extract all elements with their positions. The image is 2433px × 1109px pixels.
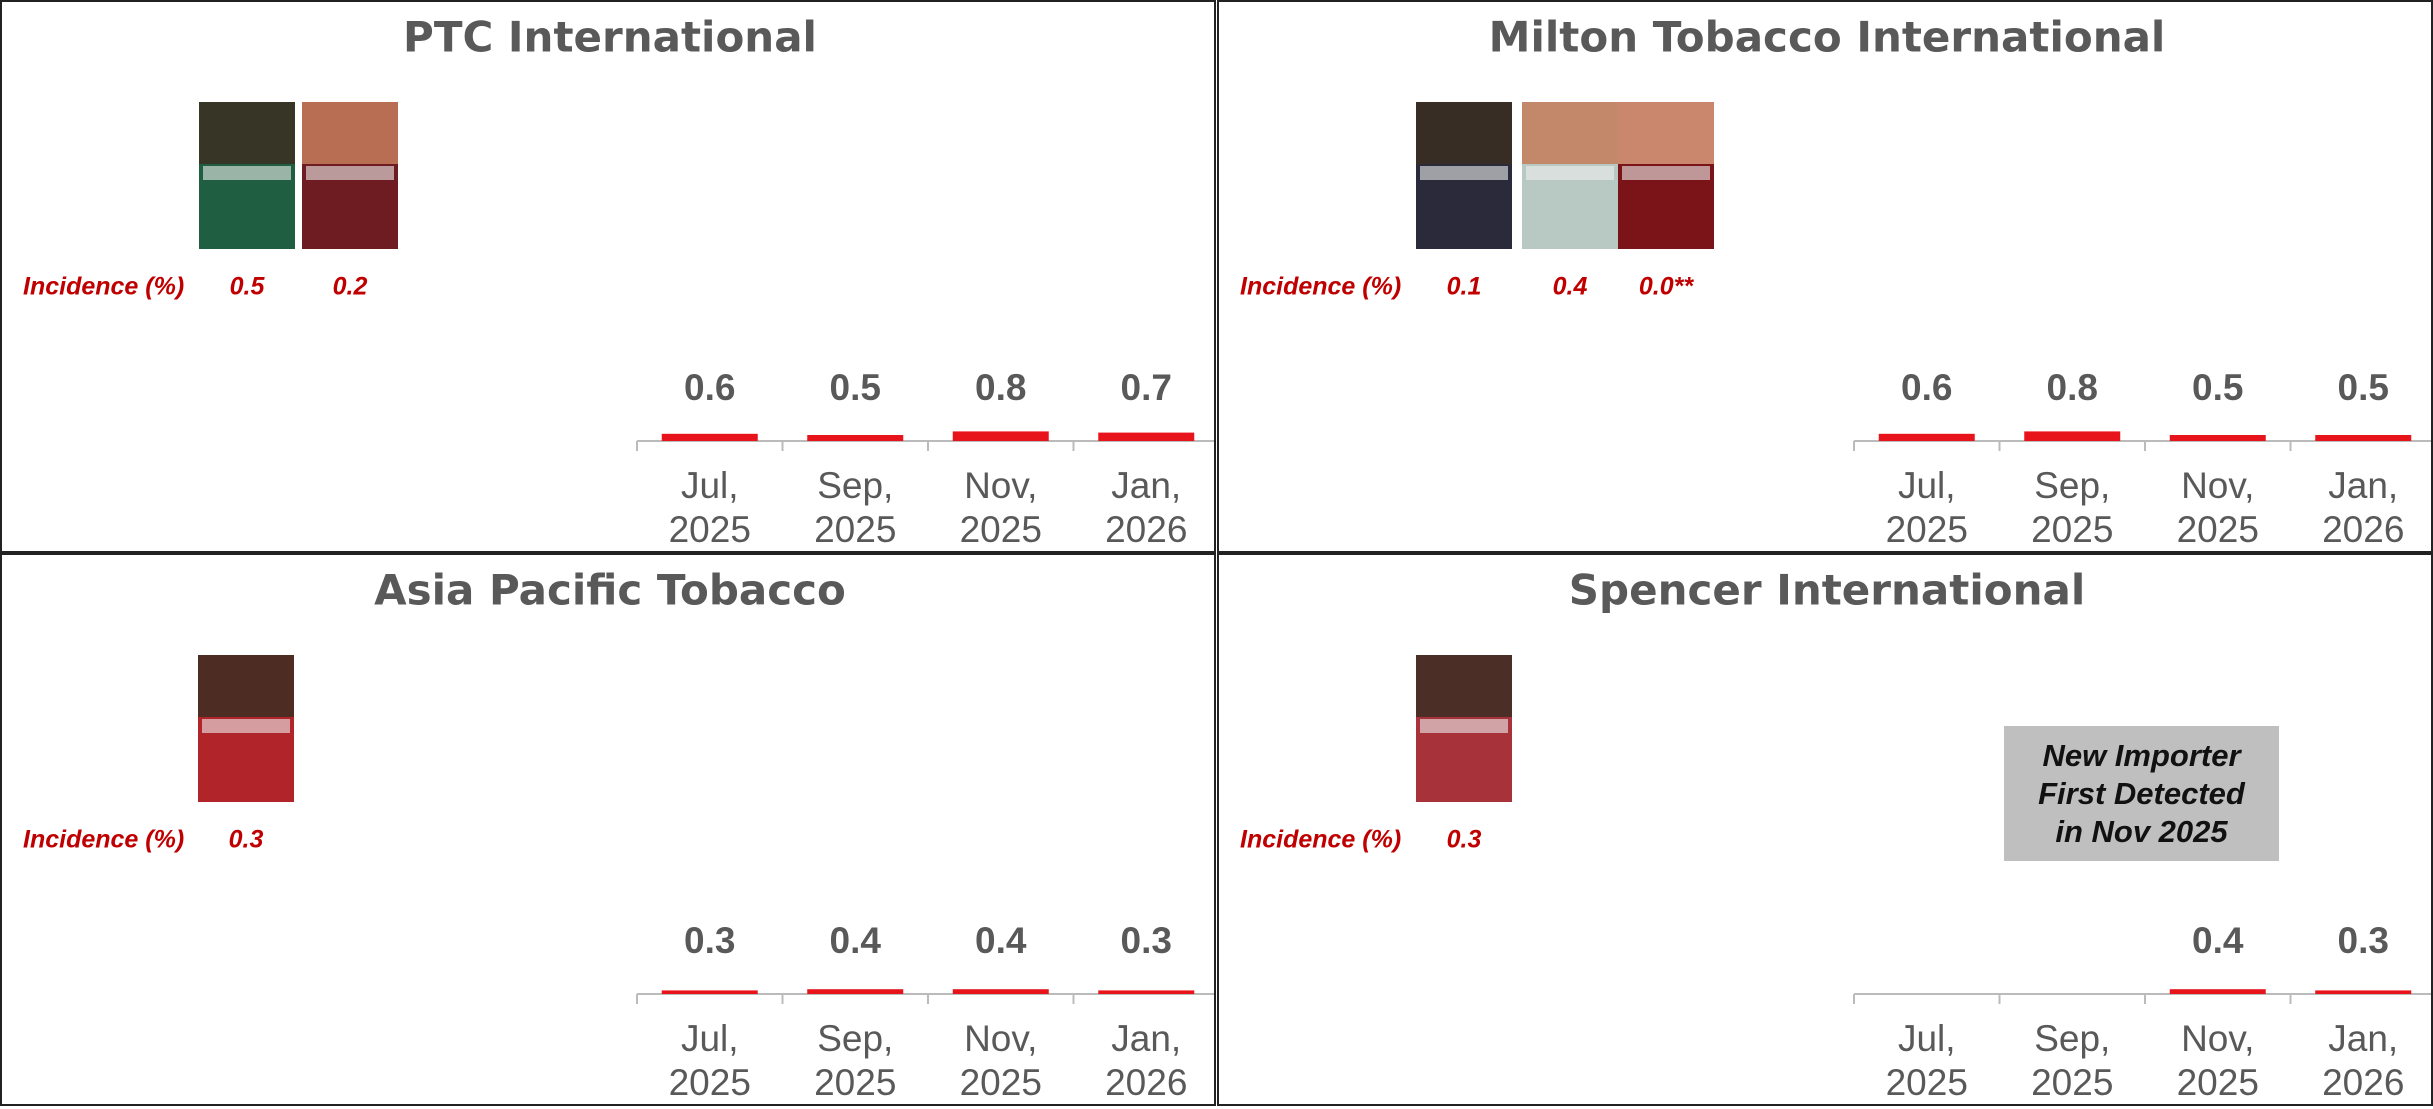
value-label: 0.7 — [1121, 367, 1172, 408]
value-label: 0.6 — [684, 367, 735, 408]
pack-warning — [1618, 102, 1714, 164]
bar — [2315, 435, 2411, 441]
pack-band — [1622, 166, 1710, 180]
value-label: 0.3 — [1121, 920, 1172, 961]
value-label: 0.4 — [830, 920, 882, 961]
pack-warning — [1522, 102, 1618, 164]
pack-warning — [1416, 655, 1512, 717]
x-tick-label: Sep, 2025 — [785, 464, 925, 552]
bar — [2170, 435, 2266, 441]
pack-image — [198, 655, 294, 802]
pack-band — [202, 719, 290, 733]
x-tick-label: Sep, 2025 — [2002, 464, 2142, 552]
pack-warning — [199, 102, 295, 164]
x-tick-label: Jul, 2025 — [640, 1017, 780, 1105]
bar — [1879, 434, 1975, 441]
pack-band — [306, 166, 394, 180]
chart-panel: Asia Pacific Tobacco Incidence (%) 0.3 0.3 0… — [0, 553, 1216, 1106]
pack-warning — [1416, 102, 1512, 164]
incidence-value: 0.4 — [1553, 273, 1588, 301]
pack-band — [1526, 166, 1614, 180]
value-label: 0.8 — [975, 367, 1026, 408]
pack-image — [302, 102, 398, 249]
x-tick-label: Jul, 2025 — [1857, 1017, 1997, 1105]
pack-image — [1416, 655, 1512, 802]
value-label: 0.3 — [2338, 920, 2389, 961]
incidence-label: Incidence (%) — [23, 273, 184, 301]
x-tick-label: Sep, 2025 — [785, 1017, 925, 1105]
bar — [2170, 989, 2266, 994]
x-tick-label: Jan, 2026 — [1076, 464, 1216, 552]
pack-image — [1522, 102, 1618, 249]
incidence-value: 0.0** — [1639, 273, 1694, 301]
incidence-label: Incidence (%) — [23, 826, 184, 854]
bar — [2315, 990, 2411, 994]
incidence-value: 0.5 — [230, 273, 266, 301]
incidence-label: Incidence (%) — [1240, 826, 1401, 854]
value-label: 0.8 — [2047, 367, 2098, 408]
value-label: 0.5 — [830, 367, 881, 408]
pack-image — [199, 102, 295, 249]
incidence-value: 0.3 — [229, 826, 264, 854]
bar — [1098, 433, 1194, 441]
chart-title: Asia Pacific Tobacco — [374, 566, 846, 615]
chart-title: Spencer International — [1569, 566, 2085, 615]
x-tick-label: Sep, 2025 — [2002, 1017, 2142, 1105]
x-tick-label: Jul, 2025 — [1857, 464, 1997, 552]
bar — [807, 989, 903, 994]
chart-title: PTC International — [403, 13, 817, 62]
value-label: 0.5 — [2338, 367, 2389, 408]
incidence-value: 0.1 — [1447, 273, 1482, 301]
pack-warning — [302, 102, 398, 164]
value-label: 0.3 — [684, 920, 735, 961]
value-label: 0.6 — [1901, 367, 1952, 408]
bar — [953, 431, 1049, 441]
pack-band — [1420, 719, 1508, 733]
bar — [953, 989, 1049, 994]
x-tick-label: Jan, 2026 — [1076, 1017, 1216, 1105]
x-tick-label: Nov, 2025 — [2148, 464, 2288, 552]
chart-panel: Milton Tobacco International Incidence (%… — [1217, 0, 2433, 553]
value-label: 0.4 — [2192, 920, 2244, 961]
pack-image — [1618, 102, 1714, 249]
incidence-value: 0.3 — [1447, 826, 1482, 854]
pack-warning — [198, 655, 294, 717]
chart-panel: Spencer International Incidence (%) 0.3 0.4… — [1217, 553, 2433, 1106]
chart-title: Milton Tobacco International — [1489, 13, 2166, 62]
pack-image — [1416, 102, 1512, 249]
x-tick-label: Jan, 2026 — [2293, 1017, 2433, 1105]
x-tick-label: Jul, 2025 — [640, 464, 780, 552]
pack-band — [203, 166, 291, 180]
pack-band — [1420, 166, 1508, 180]
value-label: 0.4 — [975, 920, 1027, 961]
x-tick-label: Nov, 2025 — [931, 1017, 1071, 1105]
incidence-value: 0.2 — [333, 273, 368, 301]
bar — [2024, 431, 2120, 441]
bar — [807, 435, 903, 441]
bar — [1098, 990, 1194, 994]
incidence-label: Incidence (%) — [1240, 273, 1401, 301]
x-tick-label: Jan, 2026 — [2293, 464, 2433, 552]
value-label: 0.5 — [2192, 367, 2243, 408]
bar — [662, 434, 758, 441]
dashboard: PTC International Incidence (%) 0.5 0.2 0.6 0… — [0, 0, 2433, 1109]
bar — [662, 990, 758, 994]
annotation: New Importer First Detected in Nov 2025 — [2004, 726, 2279, 861]
x-tick-label: Nov, 2025 — [2148, 1017, 2288, 1105]
chart-panel: PTC International Incidence (%) 0.5 0.2 0.6 0… — [0, 0, 1216, 553]
x-tick-label: Nov, 2025 — [931, 464, 1071, 552]
